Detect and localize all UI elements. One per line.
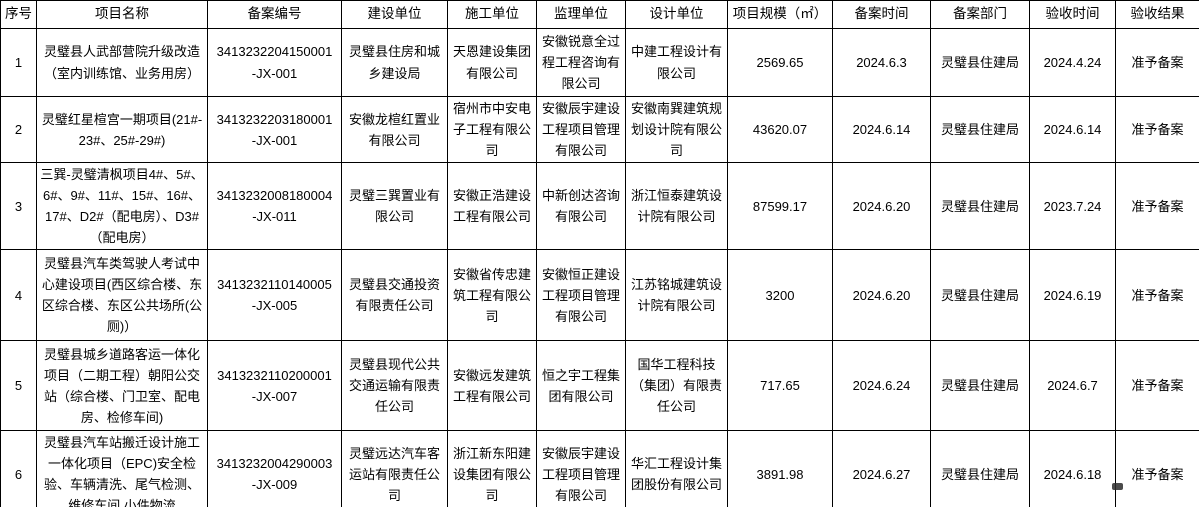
col-header-project-name: 项目名称 — [36, 0, 208, 29]
cell-record-date: 2024.6.20 — [832, 249, 931, 342]
cell-builder: 灵璧三巽置业有限公司 — [341, 162, 448, 251]
cell-seq: 5 — [0, 340, 37, 432]
cell-accept-result: 准予备案 — [1115, 95, 1199, 164]
cell-supervisor: 安徽辰宇建设工程项目管理有限公司 — [536, 95, 626, 164]
cell-scale: 87599.17 — [727, 162, 833, 251]
table-row: 4 灵璧县汽车类驾驶人考试中心建设项目(西区综合楼、东区综合楼、东区公共场所(公… — [0, 249, 1199, 342]
cell-accept-date: 2023.7.24 — [1029, 162, 1116, 251]
cell-builder: 安徽龙楦红置业有限公司 — [341, 95, 448, 164]
cell-record-dept: 灵璧县住建局 — [930, 162, 1030, 251]
cell-constructor: 浙江新东阳建设集团有限公司 — [447, 430, 537, 507]
table-row: 1 灵璧县人武部营院升级改造（室内训练馆、业务用房） 3413232204150… — [0, 28, 1199, 97]
cell-scale: 2569.65 — [727, 28, 833, 97]
col-header-accept-result: 验收结果 — [1115, 0, 1199, 29]
cell-record-dept: 灵璧县住建局 — [930, 95, 1030, 164]
col-header-record-no: 备案编号 — [207, 0, 342, 29]
cell-designer: 浙江恒泰建筑设计院有限公司 — [625, 162, 728, 251]
cell-project-name: 灵璧县城乡道路客运一体化项目（二期工程）朝阳公交站（综合楼、门卫室、配电房、检修… — [36, 340, 208, 432]
cell-scale: 3891.98 — [727, 430, 833, 507]
cell-accept-result: 准予备案 — [1115, 28, 1199, 97]
cell-builder: 灵璧县住房和城乡建设局 — [341, 28, 448, 97]
cell-accept-date: 2024.6.19 — [1029, 249, 1116, 342]
cell-record-dept: 灵璧县住建局 — [930, 430, 1030, 507]
cell-designer: 江苏铭城建筑设计院有限公司 — [625, 249, 728, 342]
col-header-scale: 项目规模（㎡） — [727, 0, 833, 29]
cell-builder: 灵璧县现代公共交通运输有限责任公司 — [341, 340, 448, 432]
cell-designer: 安徽南巽建筑规划设计院有限公司 — [625, 95, 728, 164]
cell-builder: 灵璧县交通投资有限责任公司 — [341, 249, 448, 342]
cell-record-no: 3413232110200001 -JX-007 — [207, 340, 342, 432]
cell-constructor: 安徽远发建筑工程有限公司 — [447, 340, 537, 432]
cell-accept-result: 准予备案 — [1115, 340, 1199, 432]
cell-constructor: 安徽省传忠建筑工程有限公司 — [447, 249, 537, 342]
cell-seq: 3 — [0, 162, 37, 251]
col-header-supervisor: 监理单位 — [536, 0, 626, 29]
cell-record-date: 2024.6.3 — [832, 28, 931, 97]
cell-supervisor: 安徽恒正建设工程项目管理有限公司 — [536, 249, 626, 342]
cell-seq: 2 — [0, 95, 37, 164]
cell-record-date: 2024.6.20 — [832, 162, 931, 251]
table-row: 5 灵璧县城乡道路客运一体化项目（二期工程）朝阳公交站（综合楼、门卫室、配电房、… — [0, 340, 1199, 432]
col-header-record-date: 备案时间 — [832, 0, 931, 29]
cell-accept-date: 2024.6.14 — [1029, 95, 1116, 164]
cell-record-date: 2024.6.14 — [832, 95, 931, 164]
col-header-constructor: 施工单位 — [447, 0, 537, 29]
cell-seq: 1 — [0, 28, 37, 97]
cell-record-no: 3413232110140005 -JX-005 — [207, 249, 342, 342]
col-header-accept-date: 验收时间 — [1029, 0, 1116, 29]
cell-supervisor: 安徽辰宇建设工程项目管理有限公司 — [536, 430, 626, 507]
cell-accept-result: 准予备案 — [1115, 162, 1199, 251]
col-header-seq: 序号 — [0, 0, 37, 29]
cell-designer: 中建工程设计有限公司 — [625, 28, 728, 97]
cell-scale: 717.65 — [727, 340, 833, 432]
cell-record-no: 3413232204150001 -JX-001 — [207, 28, 342, 97]
cell-project-name: 三巽-灵璧清枫项目4#、5#、6#、9#、11#、15#、16#、17#、D2#… — [36, 162, 208, 251]
cell-project-name: 灵璧县人武部营院升级改造（室内训练馆、业务用房） — [36, 28, 208, 97]
cell-accept-date: 2024.6.18 — [1029, 430, 1116, 507]
cell-constructor: 安徽正浩建设工程有限公司 — [447, 162, 537, 251]
cell-project-name: 灵璧县汽车站搬迁设计施工一体化项目（EPC)安全检验、车辆清洗、尾气检测、维修车… — [36, 430, 208, 507]
cell-scale: 43620.07 — [727, 95, 833, 164]
cell-record-date: 2024.6.24 — [832, 340, 931, 432]
cell-accept-result: 准予备案 — [1115, 249, 1199, 342]
cell-seq: 6 — [0, 430, 37, 507]
col-header-designer: 设计单位 — [625, 0, 728, 29]
cell-record-dept: 灵璧县住建局 — [930, 28, 1030, 97]
cell-accept-date: 2024.6.7 — [1029, 340, 1116, 432]
cell-project-name: 灵璧红星楦宫一期项目(21#-23#、25#-29#) — [36, 95, 208, 164]
table-row: 3 三巽-灵璧清枫项目4#、5#、6#、9#、11#、15#、16#、17#、D… — [0, 162, 1199, 251]
cell-record-no: 3413232203180001 -JX-001 — [207, 95, 342, 164]
table-row: 6 灵璧县汽车站搬迁设计施工一体化项目（EPC)安全检验、车辆清洗、尾气检测、维… — [0, 430, 1199, 507]
cell-designer: 国华工程科技（集团）有限责任公司 — [625, 340, 728, 432]
header-row: 序号 项目名称 备案编号 建设单位 施工单位 监理单位 设计单位 项目规模（㎡）… — [0, 0, 1199, 29]
cell-record-date: 2024.6.27 — [832, 430, 931, 507]
cell-supervisor: 中新创达咨询有限公司 — [536, 162, 626, 251]
cell-record-no: 3413232008180004 -JX-011 — [207, 162, 342, 251]
cell-record-no: 3413232004290003 -JX-009 — [207, 430, 342, 507]
cell-constructor: 天恩建设集团有限公司 — [447, 28, 537, 97]
table-row: 2 灵璧红星楦宫一期项目(21#-23#、25#-29#) 3413232203… — [0, 95, 1199, 164]
col-header-builder: 建设单位 — [341, 0, 448, 29]
cell-record-dept: 灵璧县住建局 — [930, 340, 1030, 432]
cell-accept-result: 准予备案 — [1115, 430, 1199, 507]
cell-scale: 3200 — [727, 249, 833, 342]
cell-record-dept: 灵璧县住建局 — [930, 249, 1030, 342]
cell-supervisor: 安徽锐意全过程工程咨询有限公司 — [536, 28, 626, 97]
cell-project-name: 灵璧县汽车类驾驶人考试中心建设项目(西区综合楼、东区综合楼、东区公共场所(公厕)… — [36, 249, 208, 342]
cell-accept-date: 2024.4.24 — [1029, 28, 1116, 97]
cell-constructor: 宿州市中安电子工程有限公司 — [447, 95, 537, 164]
cell-builder: 灵璧远达汽车客运站有限责任公司 — [341, 430, 448, 507]
watermark-fragment — [1112, 483, 1123, 490]
cell-supervisor: 恒之宇工程集团有限公司 — [536, 340, 626, 432]
cell-seq: 4 — [0, 249, 37, 342]
col-header-record-dept: 备案部门 — [930, 0, 1030, 29]
cell-designer: 华汇工程设计集团股份有限公司 — [625, 430, 728, 507]
